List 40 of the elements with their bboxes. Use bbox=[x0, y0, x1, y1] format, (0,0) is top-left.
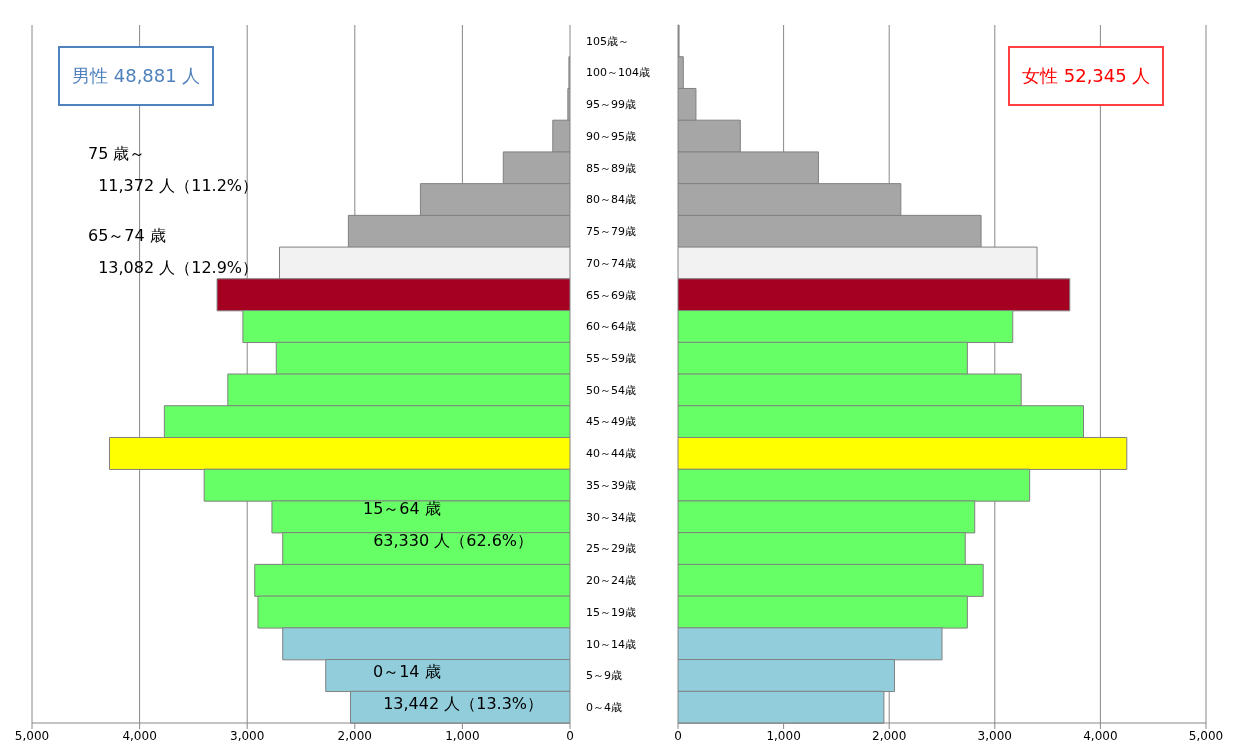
y-tick-label: 55～59歳 bbox=[586, 352, 636, 366]
y-tick-label: 105歳～ bbox=[586, 34, 629, 48]
y-tick-label: 15～19歳 bbox=[586, 605, 636, 619]
y-tick-label: 65～69歳 bbox=[586, 288, 636, 302]
y-tick-label: 60～64歳 bbox=[586, 320, 636, 334]
y-tick-label: 50～54歳 bbox=[586, 383, 636, 397]
y-tick-label: 10～14歳 bbox=[586, 637, 636, 651]
y-tick-label: 40～44歳 bbox=[586, 447, 636, 461]
annotation: 75 歳～ 11,372 人（11.2%） bbox=[88, 143, 259, 197]
y-tick-label: 45～49歳 bbox=[586, 415, 636, 429]
y-tick-label: 25～29歳 bbox=[586, 542, 636, 556]
text: 男性 48,881 人 bbox=[58, 46, 215, 106]
y-tick-label: 5～9歳 bbox=[586, 669, 622, 683]
y-tick-label: 90～95歳 bbox=[586, 129, 636, 143]
y-tick-label: 30～34歳 bbox=[586, 510, 636, 524]
x-tick-label: 1,000 bbox=[445, 728, 480, 743]
y-tick-label: 0～4歳 bbox=[586, 701, 622, 715]
x-tick-label: 5,000 bbox=[1188, 728, 1224, 743]
x-tick-label: 4,000 bbox=[122, 728, 157, 743]
x-tick-label: 0 bbox=[566, 728, 574, 743]
y-tick-label: 70～74歳 bbox=[586, 256, 636, 270]
annotation: 0～14 歳 13,442 人（13.3%） bbox=[373, 661, 544, 715]
x-tick-label: 4,000 bbox=[1083, 728, 1118, 743]
y-tick-label: 35～39歳 bbox=[586, 478, 636, 492]
annotation: 15～64 歳 63,330 人（62.6%） bbox=[363, 498, 534, 552]
x-tick-label: 2,000 bbox=[337, 728, 372, 743]
y-tick-label: 75～79歳 bbox=[586, 225, 636, 239]
x-tick-label: 2,000 bbox=[872, 728, 907, 743]
y-tick-label: 100～104歳 bbox=[586, 66, 650, 80]
annotation: 65～74 歳 13,082 人（12.9%） bbox=[88, 225, 259, 279]
x-tick-label: 0 bbox=[674, 728, 682, 743]
x-tick-label: 5,000 bbox=[14, 728, 50, 743]
y-tick-label: 80～84歳 bbox=[586, 193, 636, 207]
x-tick-label: 1,000 bbox=[766, 728, 801, 743]
y-tick-label: 20～24歳 bbox=[586, 574, 636, 588]
text: 女性 52,345 人 bbox=[1008, 46, 1165, 106]
x-tick-label: 3,000 bbox=[977, 728, 1012, 743]
y-tick-label: 85～89歳 bbox=[586, 161, 636, 175]
y-tick-label: 95～99歳 bbox=[586, 98, 636, 112]
x-tick-label: 3,000 bbox=[230, 728, 265, 743]
